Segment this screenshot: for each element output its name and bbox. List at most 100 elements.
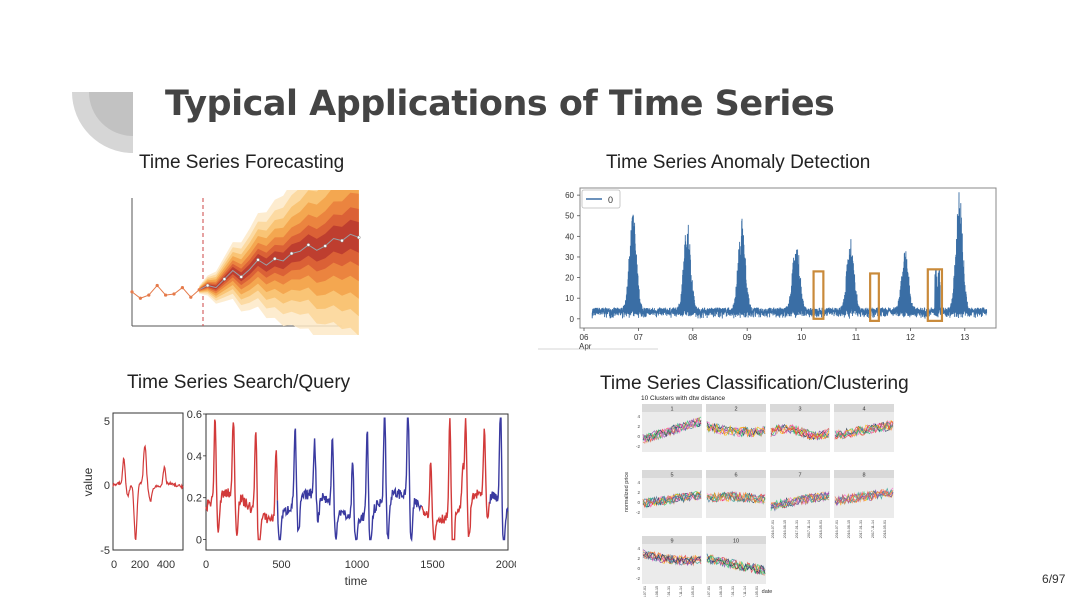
query-shape-chart: value 5 0 -5 0 200 400 [81, 412, 184, 571]
forecast-history-point [164, 293, 168, 297]
cluster-panel-label: 2 [734, 406, 737, 412]
search-x-tick-label: 0 [203, 559, 209, 571]
cluster-y-tick: 4 [637, 480, 640, 485]
forecast-band [199, 207, 359, 292]
anomaly-highlight-box [869, 272, 880, 322]
cluster-date-tick: 2017-11-14 [871, 520, 875, 538]
search-y-tick-label: 0.6 [187, 409, 202, 421]
search-x-tick-label: 1000 [345, 559, 369, 571]
search-y-tick-label: 0.4 [187, 451, 202, 463]
anomaly-y-tick-label: 20 [565, 274, 574, 283]
cluster-panel: 2 [706, 404, 766, 452]
search-y-tick-label: 0.2 [187, 493, 202, 505]
cluster-panel-label: 5 [670, 472, 673, 478]
cluster-series-line [770, 424, 830, 440]
cluster-panel-strip [770, 404, 830, 412]
anomaly-y-ticks: 0 10 20 30 40 50 60 [565, 191, 580, 324]
cluster-y-tick: 4 [637, 546, 640, 551]
cluster-y-tick: 2 [637, 490, 640, 495]
anomaly-legend: 0 [581, 189, 621, 209]
query-y-tick-mid: 0 [104, 480, 110, 492]
anomaly-x-tick-label: 12 [906, 333, 915, 342]
cluster-panel-strip [706, 470, 766, 478]
cluster-panel-strip [642, 536, 702, 544]
cluster-series-line [706, 554, 766, 576]
anomaly-x-tick-label: 08 [688, 333, 697, 342]
cluster-panel: 3 [770, 404, 830, 452]
forecast-points [130, 235, 361, 300]
search-series-segment [489, 417, 509, 541]
anomaly-detection-title: Time Series Anomaly Detection [606, 152, 871, 173]
cluster-panel-label: 8 [862, 472, 865, 478]
cluster-series-line [642, 491, 702, 509]
forecast-history-point [180, 286, 184, 290]
anomaly-highlight-box [812, 270, 825, 320]
decorative-corner-arc [72, 92, 133, 153]
forecast-uncertainty-bands [199, 190, 359, 335]
cluster-panel-strip [642, 404, 702, 412]
classification-clustering-title: Time Series Classification/Clustering [600, 373, 909, 394]
forecast-mean-line [198, 233, 359, 291]
cluster-series-line [834, 489, 894, 504]
cluster-series-line [770, 492, 830, 510]
clustering-title: 10 Clusters with dtw distance [641, 395, 726, 402]
forecast-history-point [130, 290, 134, 294]
cluster-date-tick: 2016-08-15 [783, 520, 787, 538]
cluster-date-tick: 2017-11-14 [807, 520, 811, 538]
cluster-panel-label: 9 [670, 538, 673, 544]
search-y-ticks: 0 0.2 0.4 0.6 [187, 409, 206, 547]
cluster-series-line [642, 551, 702, 565]
search-series-segment [276, 417, 423, 543]
anomaly-highlight-boxes [812, 268, 944, 322]
forecast-band [199, 219, 359, 291]
forecast-point [222, 277, 227, 281]
cluster-y-tick: 0 [637, 434, 640, 439]
cluster-panel-strip [834, 470, 894, 478]
cluster-series-line [834, 420, 894, 440]
cluster-y-tick: 4 [637, 414, 640, 419]
forecasting-chart [130, 190, 361, 335]
cluster-panel-label: 6 [734, 472, 737, 478]
anomaly-x-ticks: 06 07 08 09 10 11 12 13 [580, 328, 970, 342]
anomaly-x-tick-label: 07 [634, 333, 643, 342]
cluster-panel-label: 4 [862, 406, 865, 412]
anomaly-x-label: Apr [579, 342, 592, 351]
cluster-series-line [706, 554, 766, 575]
clustering-x-label: date [762, 589, 773, 595]
forecast-history-point [172, 292, 176, 296]
cluster-date-tick: 2017-01-31 [731, 586, 735, 597]
anomaly-legend-label: 0 [608, 195, 613, 205]
page-separator: / [1048, 572, 1053, 586]
cluster-date-tick: 2017-01-31 [795, 520, 799, 538]
forecast-point [323, 244, 327, 248]
cluster-series-line [642, 419, 702, 443]
cluster-series-line [834, 489, 894, 506]
clustering-y-label: normalized price [624, 472, 630, 512]
anomaly-detection-chart: 0 10 20 30 40 50 60 06 07 08 09 10 11 12 13 0 Apr [538, 187, 997, 351]
cluster-series-line [706, 423, 766, 438]
cluster-panel: 9 4 2 0 -2 2016-07-01 2016-08-15 2017-01-31 2017… [636, 536, 702, 597]
query-shape-line [112, 444, 184, 541]
anomaly-highlight-box [926, 268, 944, 322]
query-x-tick-200: 200 [131, 559, 149, 571]
cluster-panel-strip [642, 470, 702, 478]
cluster-series-line [834, 420, 894, 440]
anomaly-x-tick-label: 13 [960, 333, 969, 342]
anomaly-x-tick-label: 11 [852, 333, 861, 342]
cluster-panel: 5 4 2 0 -2 [636, 470, 702, 518]
cluster-series-line [770, 425, 830, 440]
forecast-point [357, 235, 361, 240]
cluster-series-line [834, 419, 894, 440]
cluster-series-line [706, 421, 766, 438]
cluster-date-tick: 2018-05-01 [819, 520, 823, 538]
cluster-y-tick: 2 [637, 424, 640, 429]
forecast-point [256, 258, 260, 262]
cluster-series-line [642, 419, 702, 444]
search-x-tick-label: 2000 [496, 559, 516, 571]
cluster-series-line [706, 491, 766, 504]
forecast-point [273, 257, 277, 261]
cluster-panel-label: 7 [798, 472, 801, 478]
anomaly-y-tick-label: 50 [565, 212, 574, 221]
cluster-date-tick: 2017-01-31 [667, 586, 671, 597]
cluster-y-tick: 0 [637, 566, 640, 571]
